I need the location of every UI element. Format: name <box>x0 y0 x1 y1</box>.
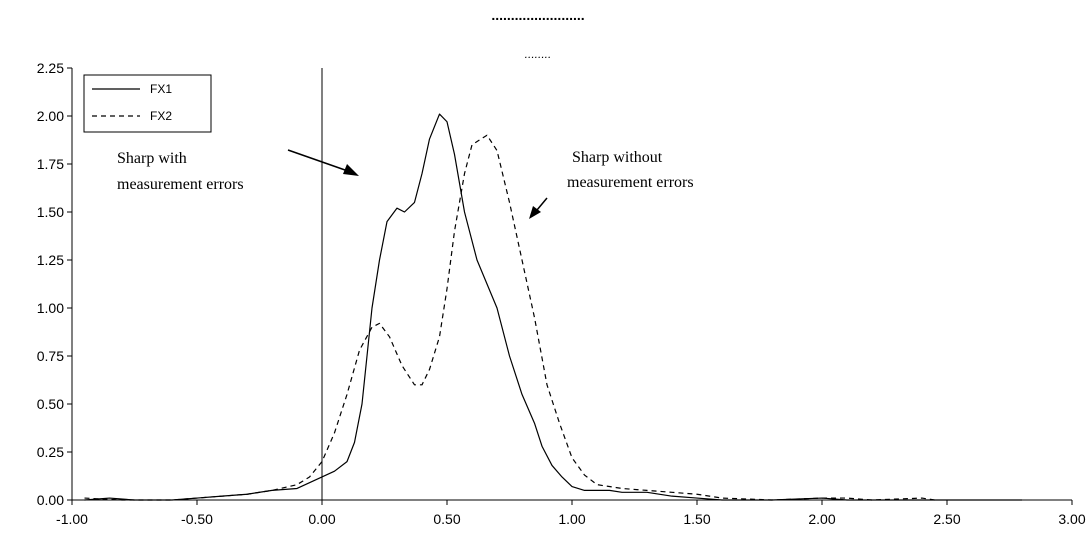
annotation-without-arrow <box>536 197 548 211</box>
y-tick-label: 1.50 <box>37 204 64 220</box>
annotation-with-line2: measurement errors <box>117 176 244 193</box>
annotation-without-line1: Sharp without <box>572 149 663 166</box>
legend-box <box>83 74 212 133</box>
legend: FX1 FX2 <box>83 74 212 133</box>
annotation-with-arrowhead <box>343 164 359 176</box>
x-tick-label: 1.50 <box>683 511 710 527</box>
chart-title: ........................ <box>491 7 584 23</box>
series-line-fx2 <box>84 134 935 501</box>
y-tick-label: 2.25 <box>37 60 64 76</box>
x-tick-label: 2.50 <box>933 511 960 527</box>
x-ticks: -1.00 -0.50 0.00 0.50 1.00 1.50 2.00 2.50 3.00 <box>56 500 1086 527</box>
chart-subtitle: ........ <box>525 47 552 61</box>
legend-label-fx2: FX2 <box>150 109 172 123</box>
x-tick-label: 0.50 <box>433 511 460 527</box>
y-tick-label: 1.00 <box>37 300 64 316</box>
annotation-without-line2: measurement errors <box>567 174 694 191</box>
x-tick-label: -0.50 <box>181 511 213 527</box>
annotation-with-line1: Sharp with <box>117 150 187 167</box>
annotation-without-arrowhead <box>529 206 541 219</box>
x-tick-label: 0.00 <box>308 511 335 527</box>
y-tick-label: 0.00 <box>37 492 64 508</box>
annotation-with-arrow <box>287 149 346 171</box>
x-tick-label: -1.00 <box>56 511 88 527</box>
series-line-fx1 <box>84 113 1022 501</box>
x-tick-label: 1.00 <box>558 511 585 527</box>
y-tick-label: 0.75 <box>37 348 64 364</box>
y-tick-label: 1.25 <box>37 252 64 268</box>
series-group <box>84 113 1022 501</box>
x-tick-label: 2.00 <box>808 511 835 527</box>
x-tick-label: 3.00 <box>1058 511 1085 527</box>
y-tick-label: 0.25 <box>37 444 64 460</box>
y-ticks: 0.00 0.25 0.50 0.75 1.00 1.25 1.50 1.75 2.00 2.25 <box>37 60 72 508</box>
y-tick-label: 2.00 <box>37 108 64 124</box>
y-tick-label: 0.50 <box>37 396 64 412</box>
legend-label-fx1: FX1 <box>150 82 172 96</box>
y-tick-label: 1.75 <box>37 156 64 172</box>
plot-area: -1.00 -0.50 0.00 0.50 1.00 1.50 2.00 2.50 3.00 0… <box>37 60 1086 527</box>
annotations: Sharp with measurement errors Sharp with… <box>117 149 694 219</box>
